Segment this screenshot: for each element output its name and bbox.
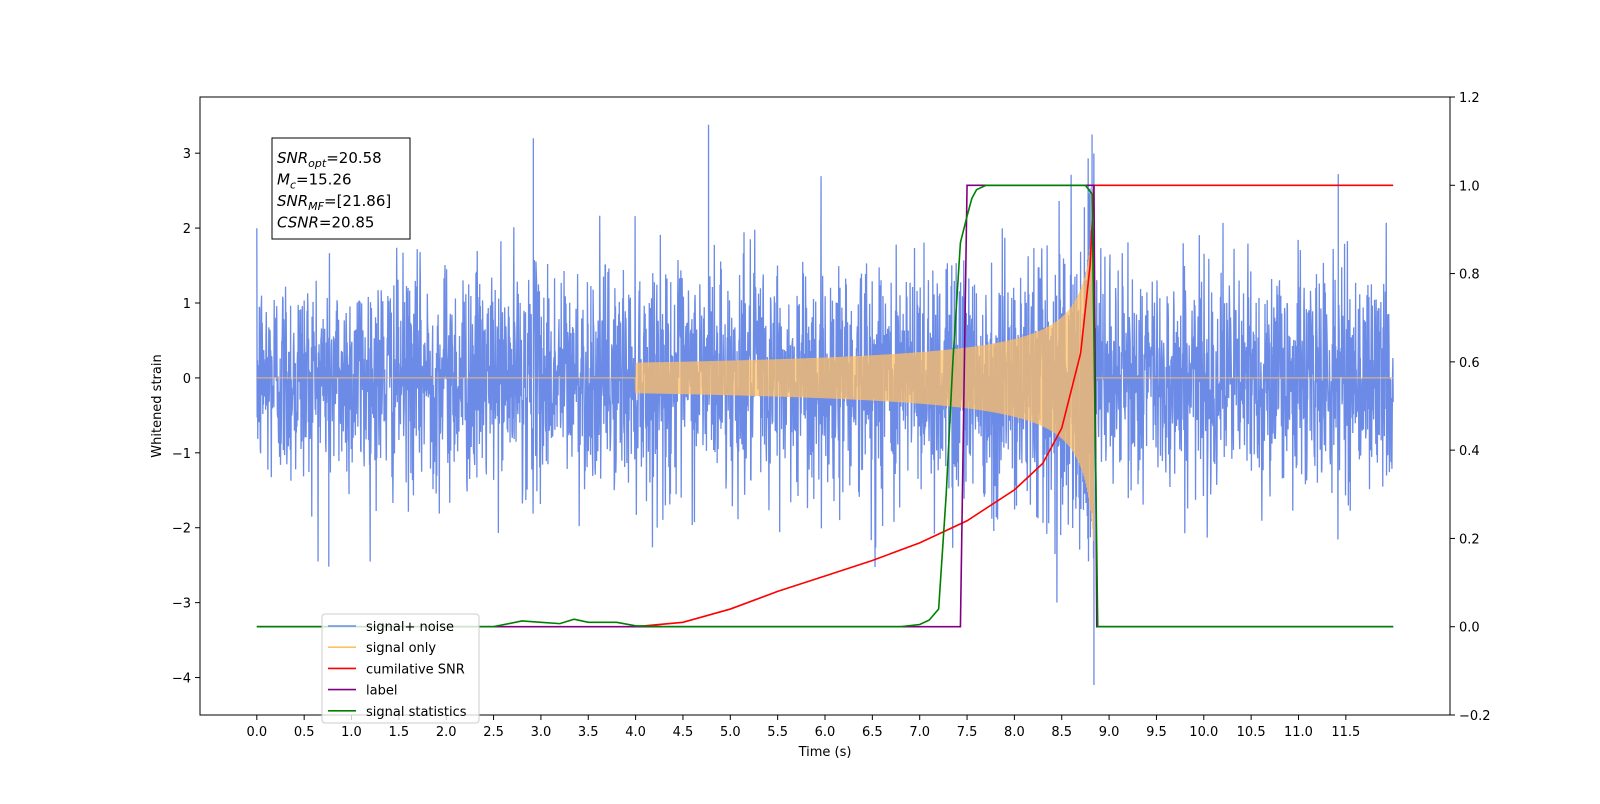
legend-frame <box>321 613 480 724</box>
legend: signal+ noise signal only cumilative SNR la… <box>321 613 480 724</box>
annotation-line: Mc=15.26 <box>277 171 352 192</box>
x-tick-label: 0.5 <box>294 725 315 740</box>
x-tick-label: 8.5 <box>1051 725 1072 740</box>
y-left-tick-label: −2 <box>172 522 191 537</box>
annotation-frame <box>271 137 411 240</box>
annotation-box: SNRopt=20.58Mc=15.26SNRMF=[21.86]CSNR=20… <box>271 137 411 240</box>
x-tick-label: 1.0 <box>341 725 362 740</box>
x-tick-label: 4.0 <box>625 725 646 740</box>
annotation-line: SNRopt=20.58 <box>277 149 382 170</box>
y-right-tick-label: 0.8 <box>1459 268 1480 283</box>
y-left-tick-label: −3 <box>172 597 191 612</box>
y-left-tick-label: 0 <box>183 372 191 387</box>
series-layer <box>256 124 1394 686</box>
x-tick-label: 3.5 <box>578 725 599 740</box>
legend-label: cumilative SNR <box>366 662 465 677</box>
y-right-tick-label: 0.0 <box>1459 621 1480 636</box>
x-tick-label: 8.0 <box>1004 725 1025 740</box>
y-right-tick-label: 0.2 <box>1459 532 1480 547</box>
x-tick-label: 11.5 <box>1331 725 1360 740</box>
x-tick-label: 3.0 <box>531 725 552 740</box>
x-tick-label: 7.0 <box>909 725 930 740</box>
legend-label: signal only <box>366 641 436 656</box>
x-tick-label: 9.5 <box>1146 725 1167 740</box>
y-right-tick-label: −0.2 <box>1459 709 1491 724</box>
y-right-tick-label: 0.6 <box>1459 356 1480 371</box>
x-tick-label: 5.5 <box>767 725 788 740</box>
y-left-tick-label: −4 <box>172 672 191 687</box>
x-tick-label: 2.0 <box>436 725 457 740</box>
y-right-tick-label: 1.0 <box>1459 179 1480 194</box>
x-tick-label: 4.5 <box>673 725 694 740</box>
y-right-tick-label: 0.4 <box>1459 444 1480 459</box>
annotation-line: CSNR=20.85 <box>277 214 374 232</box>
x-tick-label: 10.5 <box>1237 725 1266 740</box>
legend-label: signal+ noise <box>366 620 454 635</box>
x-axis-label: Time (s) <box>798 745 852 760</box>
y-axis-left-label: Whitened strain <box>150 354 165 457</box>
series-cumilative-snr-line <box>635 184 1394 628</box>
x-tick-label: 0.0 <box>246 725 267 740</box>
x-axis: 0.0 0.5 1.0 1.5 2.0 2.5 3.0 3.5 4.0 4.5 5.0 5.5 6.0 6… <box>246 715 1360 740</box>
legend-label: label <box>366 684 397 699</box>
x-tick-label: 7.5 <box>957 725 978 740</box>
legend-label: signal statistics <box>366 705 467 720</box>
x-tick-label: 1.5 <box>389 725 410 740</box>
x-tick-label: 6.5 <box>862 725 883 740</box>
y-left-tick-label: 1 <box>183 297 191 312</box>
series-signal-statistics-line <box>256 184 1394 628</box>
y-axis-left: 3 2 1 0 −1 −2 −3 −4 <box>172 147 200 687</box>
x-tick-label: 6.0 <box>815 725 836 740</box>
x-tick-label: 10.0 <box>1189 725 1218 740</box>
x-tick-label: 5.0 <box>720 725 741 740</box>
y-right-tick-label: 1.2 <box>1459 91 1480 106</box>
y-left-tick-label: 3 <box>183 147 191 162</box>
annotation-line: SNRMF=[21.86] <box>277 192 391 213</box>
y-axis-right: 1.2 1.0 0.8 0.6 0.4 0.2 0.0 −0.2 <box>1450 91 1491 724</box>
series-signal-only-line <box>256 207 1394 541</box>
y-left-tick-label: 2 <box>183 222 191 237</box>
y-left-tick-label: −1 <box>172 447 191 462</box>
x-tick-label: 11.0 <box>1284 725 1313 740</box>
x-tick-label: 2.5 <box>483 725 504 740</box>
x-tick-label: 9.0 <box>1099 725 1120 740</box>
